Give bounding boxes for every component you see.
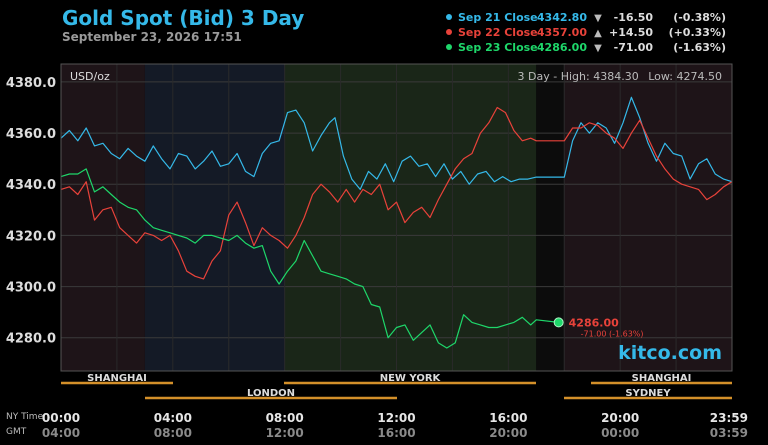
y-tick-label: 4300.0 (6, 281, 56, 296)
y-tick-label: 4280.0 (6, 332, 56, 347)
session-label: SHANGHAI (632, 373, 692, 384)
legend: Sep 21 Close 4342.80 ▼ -16.50 (-0.38%) Sep 22… (446, 11, 726, 54)
legend-change: -16.50 (614, 11, 654, 24)
y-tick-label: 4360.0 (6, 127, 56, 142)
legend-arrow: ▲ (594, 28, 602, 39)
legend-percent: (-0.38%) (673, 11, 726, 24)
x-tick-label-ny: 00:00 (42, 411, 80, 425)
x-tick-label-ny: 23:59 (710, 411, 748, 425)
x-tick-label-ny: 08:00 (266, 411, 304, 425)
session-label: SHANGHAI (87, 373, 147, 384)
legend-dot (446, 29, 452, 35)
x-tick-label-gmt: 04:00 (42, 426, 80, 440)
stats-high-low: 3 Day - High: 4384.30 Low: 4274.50 (518, 70, 722, 83)
x-tick-label-ny: 04:00 (154, 411, 192, 425)
x-tick-label-gmt: 00:00 (601, 426, 639, 440)
series-line-sep-21-close (60, 96, 733, 190)
legend-percent: (-1.63%) (673, 41, 726, 54)
legend-change: -71.00 (614, 41, 654, 54)
plot-frame (60, 63, 733, 372)
current-change: -71.00 (-1.63%) (581, 329, 644, 338)
session-label: LONDON (247, 388, 295, 399)
legend-dot (446, 44, 452, 50)
market-sessions: SHANGHAI LONDON NEW YORK SHANGHAI SYDNEY (61, 373, 732, 400)
y-axis: 4280.0 4300.0 4320.0 4340.0 4360.0 4380.0 (6, 76, 56, 347)
x-tick-label-ny: 12:00 (377, 411, 415, 425)
legend-label: Sep 21 Close (458, 11, 538, 24)
y-tick-label: 4320.0 (6, 229, 56, 244)
stats-low-label: Low: (648, 70, 673, 83)
chart-title: Gold Spot (Bid) 3 Day (62, 6, 304, 30)
ny-time-label: NY Time (6, 412, 44, 422)
series-line-sep-23-close (60, 168, 559, 349)
legend-arrow: ▼ (594, 13, 602, 24)
session-zone (564, 64, 732, 371)
legend-arrow: ▼ (594, 43, 602, 54)
legend-label: Sep 23 Close (458, 41, 538, 54)
x-tick-label-ny: 16:00 (489, 411, 527, 425)
stats-low: 4274.50 (677, 70, 723, 83)
gmt-label: GMT (6, 427, 27, 437)
x-tick-label-gmt: 03:59 (710, 426, 748, 440)
series-layer (60, 96, 733, 349)
legend-close: 4286.00 (537, 41, 587, 54)
x-tick-label-gmt: 08:00 (154, 426, 192, 440)
x-tick-label-gmt: 16:00 (377, 426, 415, 440)
legend-dot (446, 14, 452, 20)
legend-label: Sep 22 Close (458, 26, 538, 39)
session-zone (144, 64, 285, 371)
x-axis: 00:0004:0004:0008:0008:0012:0012:0016:00… (42, 411, 748, 440)
x-tick-label-ny: 20:00 (601, 411, 639, 425)
x-tick-label-gmt: 20:00 (489, 426, 527, 440)
session-zone (61, 64, 145, 371)
y-tick-label: 4340.0 (6, 178, 56, 193)
current-price: 4286.00 (569, 316, 619, 329)
legend-percent: (+0.33%) (669, 26, 726, 39)
brand-logo: kitco.com (618, 342, 722, 364)
session-background-zones (61, 64, 732, 371)
session-label: NEW YORK (380, 373, 442, 384)
unit-label: USD/oz (70, 70, 110, 83)
series-line-sep-22-close (60, 106, 733, 280)
x-tick-label-gmt: 12:00 (266, 426, 304, 440)
current-price-marker: 4286.00-71.00 (-1.63%) (553, 316, 644, 338)
stats-high: 4384.30 (593, 70, 639, 83)
session-zone (284, 64, 537, 371)
legend-close: 4342.80 (537, 11, 587, 24)
y-tick-label: 4380.0 (6, 76, 56, 91)
timestamp: September 23, 2026 17:51 (62, 30, 242, 44)
legend-change: +14.50 (609, 26, 653, 39)
stats-high-label: 3 Day - High: (518, 70, 590, 83)
current-price-dot (553, 317, 564, 328)
session-label: SYDNEY (625, 388, 671, 399)
legend-close: 4357.00 (537, 26, 587, 39)
